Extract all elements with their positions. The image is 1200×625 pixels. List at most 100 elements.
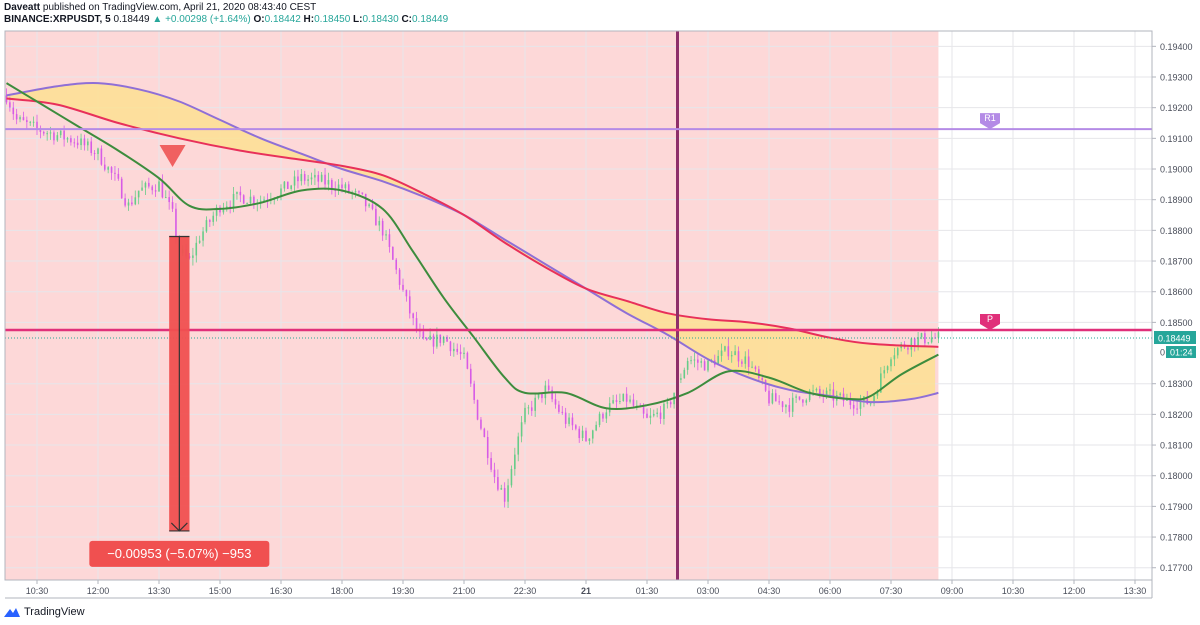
candle-body	[514, 454, 516, 470]
ema-purple-line	[6, 82, 939, 404]
candle-body	[80, 138, 82, 146]
measure-label-box	[89, 540, 270, 567]
candle-body	[598, 413, 601, 425]
candle-body	[246, 203, 248, 205]
candle-body	[310, 177, 313, 180]
candle-body	[808, 390, 811, 401]
last-price: 0.18449	[113, 14, 150, 25]
candle-body	[832, 389, 835, 401]
candle-body	[659, 412, 662, 419]
candle-body	[212, 215, 215, 222]
candle-body	[402, 284, 404, 290]
candle-body	[734, 351, 736, 356]
y-tick-label: 0.18600	[1160, 287, 1193, 297]
candle-body	[202, 231, 204, 241]
candle-body	[768, 390, 770, 404]
candle-body	[415, 318, 418, 330]
x-tick-label: 16:30	[270, 586, 293, 596]
candle-body	[483, 428, 486, 437]
x-tick-label: 15:00	[209, 586, 232, 596]
x-tick-label: 13:30	[148, 586, 171, 596]
candle-body	[561, 411, 564, 413]
sell-signal-triangle	[159, 145, 186, 168]
candle-body	[859, 401, 862, 409]
close-label: C:	[401, 14, 412, 25]
candle-body	[815, 388, 818, 391]
candle-body	[476, 399, 479, 420]
candle-body	[124, 198, 126, 206]
candle-body	[249, 196, 252, 204]
candle-body	[893, 355, 896, 360]
candle-body	[131, 202, 133, 205]
candle-body	[652, 413, 655, 416]
candle-body	[497, 477, 499, 490]
candle-body	[558, 404, 560, 412]
author-name[interactable]: Daveatt	[4, 2, 41, 13]
candle-body	[307, 179, 309, 181]
candle-body	[168, 197, 170, 203]
candle-body	[46, 133, 48, 135]
pivot-tag-p	[980, 314, 1000, 331]
tradingview-footer[interactable]: TradingView	[4, 606, 85, 618]
candle-body	[137, 190, 140, 198]
candle-body	[852, 404, 855, 409]
candle-body	[686, 360, 689, 370]
candle-body	[469, 368, 472, 384]
x-tick-label: 10:30	[26, 586, 49, 596]
candle-body	[436, 334, 438, 347]
candle-body	[500, 488, 503, 490]
candle-body	[588, 438, 591, 442]
candle-body	[517, 436, 520, 455]
candle-body	[317, 174, 320, 182]
y-tick-label: 0.19000	[1160, 165, 1193, 175]
candle-body	[405, 289, 408, 297]
candle-body	[42, 131, 45, 134]
y-tick-label: 0.18700	[1160, 257, 1193, 267]
candle-body	[446, 336, 448, 342]
candle-body	[392, 246, 394, 260]
candle-body	[29, 121, 32, 123]
y-tick-label: 0.17800	[1160, 533, 1193, 543]
candle-body	[63, 130, 65, 140]
candle-body	[781, 401, 784, 408]
candle-body	[907, 347, 909, 350]
candle-body	[737, 351, 740, 362]
candle-body	[66, 138, 69, 140]
candle-body	[110, 167, 113, 173]
pivot-tag-r1	[980, 113, 1000, 130]
candle-body	[581, 430, 584, 439]
candle-body	[297, 176, 299, 182]
candle-body	[802, 399, 804, 403]
candle-body	[724, 346, 726, 351]
candle-body	[395, 259, 398, 270]
candle-body	[375, 208, 377, 226]
candle-body	[619, 401, 621, 403]
candle-body	[280, 188, 282, 197]
last-price-tag-label: 0.18449	[1158, 334, 1191, 344]
high-value: 0.18450	[314, 14, 351, 25]
candle-body	[114, 172, 116, 174]
low-label: L:	[353, 14, 363, 25]
plot-area: R1 P −0.00953 (−5.07%) −953	[5, 31, 1152, 580]
x-tick-label: 04:30	[758, 586, 781, 596]
candle-body	[103, 164, 106, 170]
y-tick-label: 0.18500	[1160, 318, 1193, 328]
candle-body	[886, 366, 889, 371]
candle-body	[456, 348, 459, 352]
candle-body	[19, 117, 21, 120]
candle-body	[439, 334, 442, 343]
candle-body	[303, 174, 306, 181]
candle-body	[873, 395, 875, 404]
candle-body	[798, 396, 801, 400]
y-tick-label: 0.18100	[1160, 441, 1193, 451]
candle-body	[263, 199, 265, 201]
candle-body	[171, 202, 174, 209]
candle-body	[510, 469, 513, 486]
y-tick-label: 0.19400	[1160, 42, 1193, 52]
candle-body	[347, 184, 350, 193]
candle-body	[337, 184, 340, 191]
candle-body	[449, 341, 452, 352]
candle-body	[541, 393, 543, 399]
candle-body	[422, 331, 425, 339]
